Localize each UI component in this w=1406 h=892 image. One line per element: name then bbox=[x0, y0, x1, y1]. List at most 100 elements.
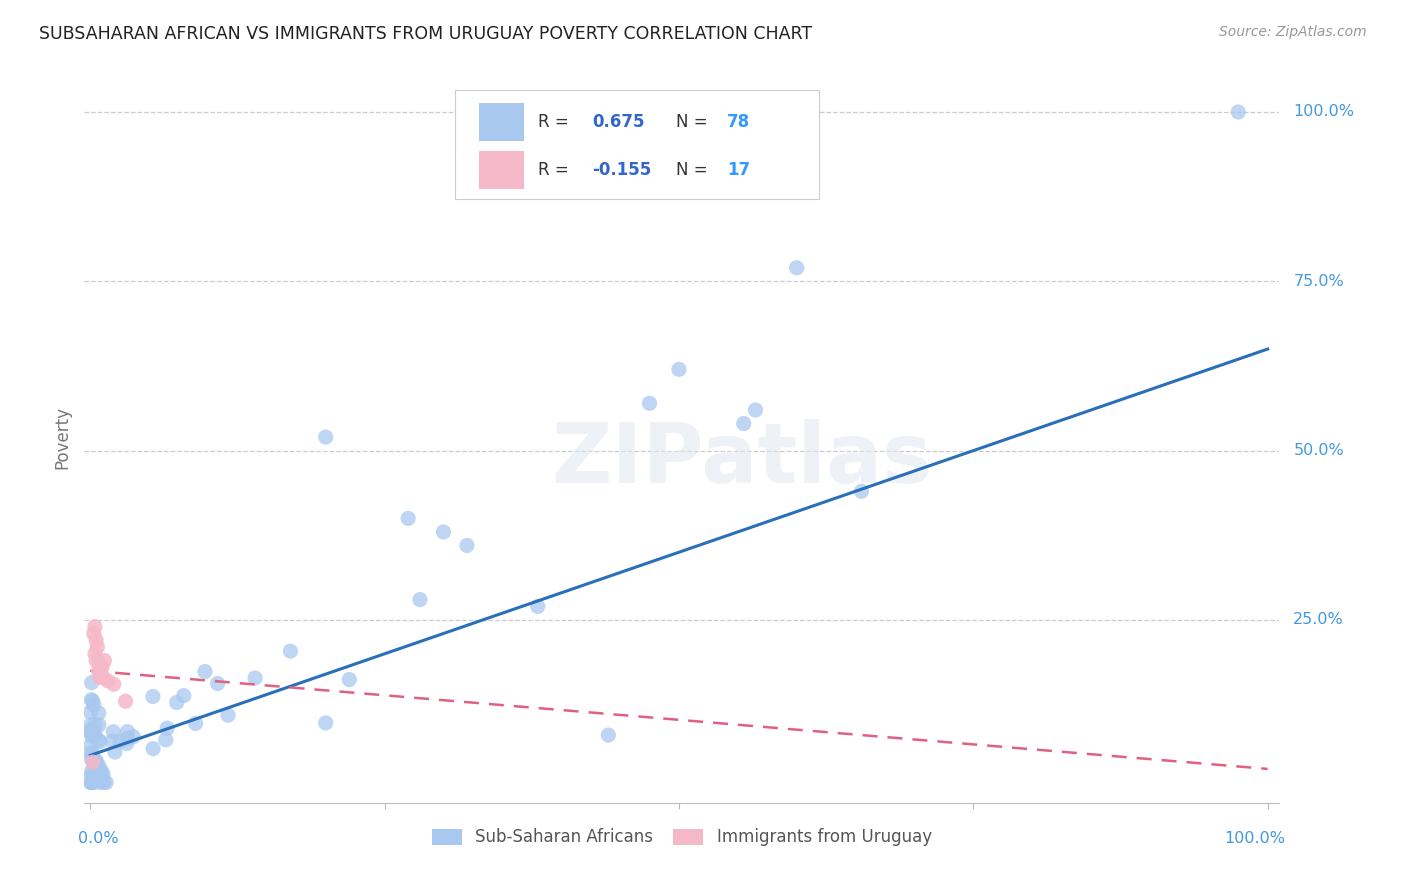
Point bbox=[82, 768, 104, 782]
Point bbox=[86, 755, 108, 769]
Text: 100.0%: 100.0% bbox=[1294, 104, 1354, 120]
Text: N =: N = bbox=[676, 161, 713, 179]
Point bbox=[598, 728, 620, 742]
Point bbox=[82, 727, 104, 741]
Text: SUBSAHARAN AFRICAN VS IMMIGRANTS FROM URUGUAY POVERTY CORRELATION CHART: SUBSAHARAN AFRICAN VS IMMIGRANTS FROM UR… bbox=[39, 25, 813, 43]
Point bbox=[526, 599, 548, 614]
Point bbox=[396, 511, 419, 525]
Point bbox=[93, 654, 115, 668]
Point bbox=[83, 698, 105, 713]
Text: Source: ZipAtlas.com: Source: ZipAtlas.com bbox=[1219, 25, 1367, 39]
Point bbox=[80, 775, 103, 789]
Point bbox=[84, 718, 107, 732]
Point bbox=[89, 657, 111, 671]
Point bbox=[337, 673, 360, 687]
Point bbox=[733, 417, 755, 431]
Point bbox=[79, 705, 101, 719]
Point bbox=[456, 538, 478, 552]
Point bbox=[84, 654, 107, 668]
Point bbox=[89, 765, 111, 780]
Point bbox=[280, 644, 302, 658]
Text: 100.0%: 100.0% bbox=[1225, 830, 1285, 846]
Y-axis label: Poverty: Poverty bbox=[53, 406, 72, 468]
Text: 0.0%: 0.0% bbox=[79, 830, 120, 846]
Text: 25.0%: 25.0% bbox=[1294, 613, 1344, 627]
Point bbox=[82, 775, 104, 789]
Point bbox=[115, 737, 138, 751]
Point bbox=[117, 731, 139, 746]
Point bbox=[79, 726, 101, 740]
Point bbox=[97, 673, 120, 688]
Point bbox=[82, 694, 104, 708]
Point bbox=[166, 695, 188, 709]
Text: N =: N = bbox=[676, 113, 713, 131]
Point bbox=[80, 729, 103, 743]
Point bbox=[142, 741, 165, 756]
Point bbox=[90, 667, 112, 681]
Point bbox=[101, 734, 124, 748]
Point bbox=[156, 721, 179, 735]
Point bbox=[86, 640, 108, 654]
Point bbox=[79, 739, 101, 753]
Point bbox=[91, 671, 114, 685]
Point bbox=[114, 694, 136, 708]
Point bbox=[1227, 105, 1250, 120]
Text: 75.0%: 75.0% bbox=[1294, 274, 1344, 289]
Text: 17: 17 bbox=[727, 161, 751, 179]
Point bbox=[89, 765, 111, 780]
Point bbox=[79, 723, 101, 737]
Point bbox=[89, 734, 111, 748]
Point bbox=[80, 775, 103, 789]
Point bbox=[80, 768, 103, 782]
Point bbox=[80, 675, 103, 690]
Point bbox=[184, 716, 207, 731]
Point bbox=[89, 775, 111, 789]
Point bbox=[117, 724, 139, 739]
Point bbox=[80, 764, 103, 779]
Point bbox=[638, 396, 661, 410]
Point bbox=[87, 758, 110, 772]
Point bbox=[83, 626, 105, 640]
Point bbox=[217, 708, 239, 723]
Point bbox=[89, 671, 111, 685]
Text: ZIPatlas: ZIPatlas bbox=[551, 418, 932, 500]
Point bbox=[83, 727, 105, 741]
Point bbox=[122, 730, 145, 744]
Point bbox=[87, 733, 110, 747]
Point bbox=[84, 647, 107, 661]
Point bbox=[103, 677, 125, 691]
Point bbox=[82, 755, 104, 769]
Point bbox=[80, 746, 103, 760]
Point bbox=[194, 665, 217, 679]
Point bbox=[87, 706, 110, 720]
Text: 0.675: 0.675 bbox=[592, 113, 645, 131]
Point bbox=[84, 633, 107, 648]
Point bbox=[94, 775, 117, 789]
FancyBboxPatch shape bbox=[479, 151, 524, 189]
Point bbox=[744, 403, 766, 417]
FancyBboxPatch shape bbox=[456, 90, 820, 200]
FancyBboxPatch shape bbox=[479, 103, 524, 141]
Point bbox=[173, 689, 195, 703]
Text: 78: 78 bbox=[727, 113, 751, 131]
Point bbox=[84, 754, 107, 768]
Point bbox=[84, 620, 107, 634]
Point bbox=[108, 734, 131, 748]
Point bbox=[82, 775, 104, 789]
Point bbox=[315, 715, 337, 730]
Text: -0.155: -0.155 bbox=[592, 161, 651, 179]
Point bbox=[82, 726, 104, 740]
Point bbox=[82, 775, 104, 789]
Point bbox=[243, 671, 266, 685]
Text: R =: R = bbox=[538, 113, 575, 131]
Point bbox=[104, 745, 127, 759]
Point bbox=[91, 767, 114, 781]
Point bbox=[315, 430, 337, 444]
Text: R =: R = bbox=[538, 161, 575, 179]
Point bbox=[82, 747, 104, 762]
Point bbox=[80, 775, 103, 789]
Point bbox=[103, 724, 125, 739]
Point bbox=[79, 750, 101, 764]
Point bbox=[90, 764, 112, 778]
Point bbox=[786, 260, 808, 275]
